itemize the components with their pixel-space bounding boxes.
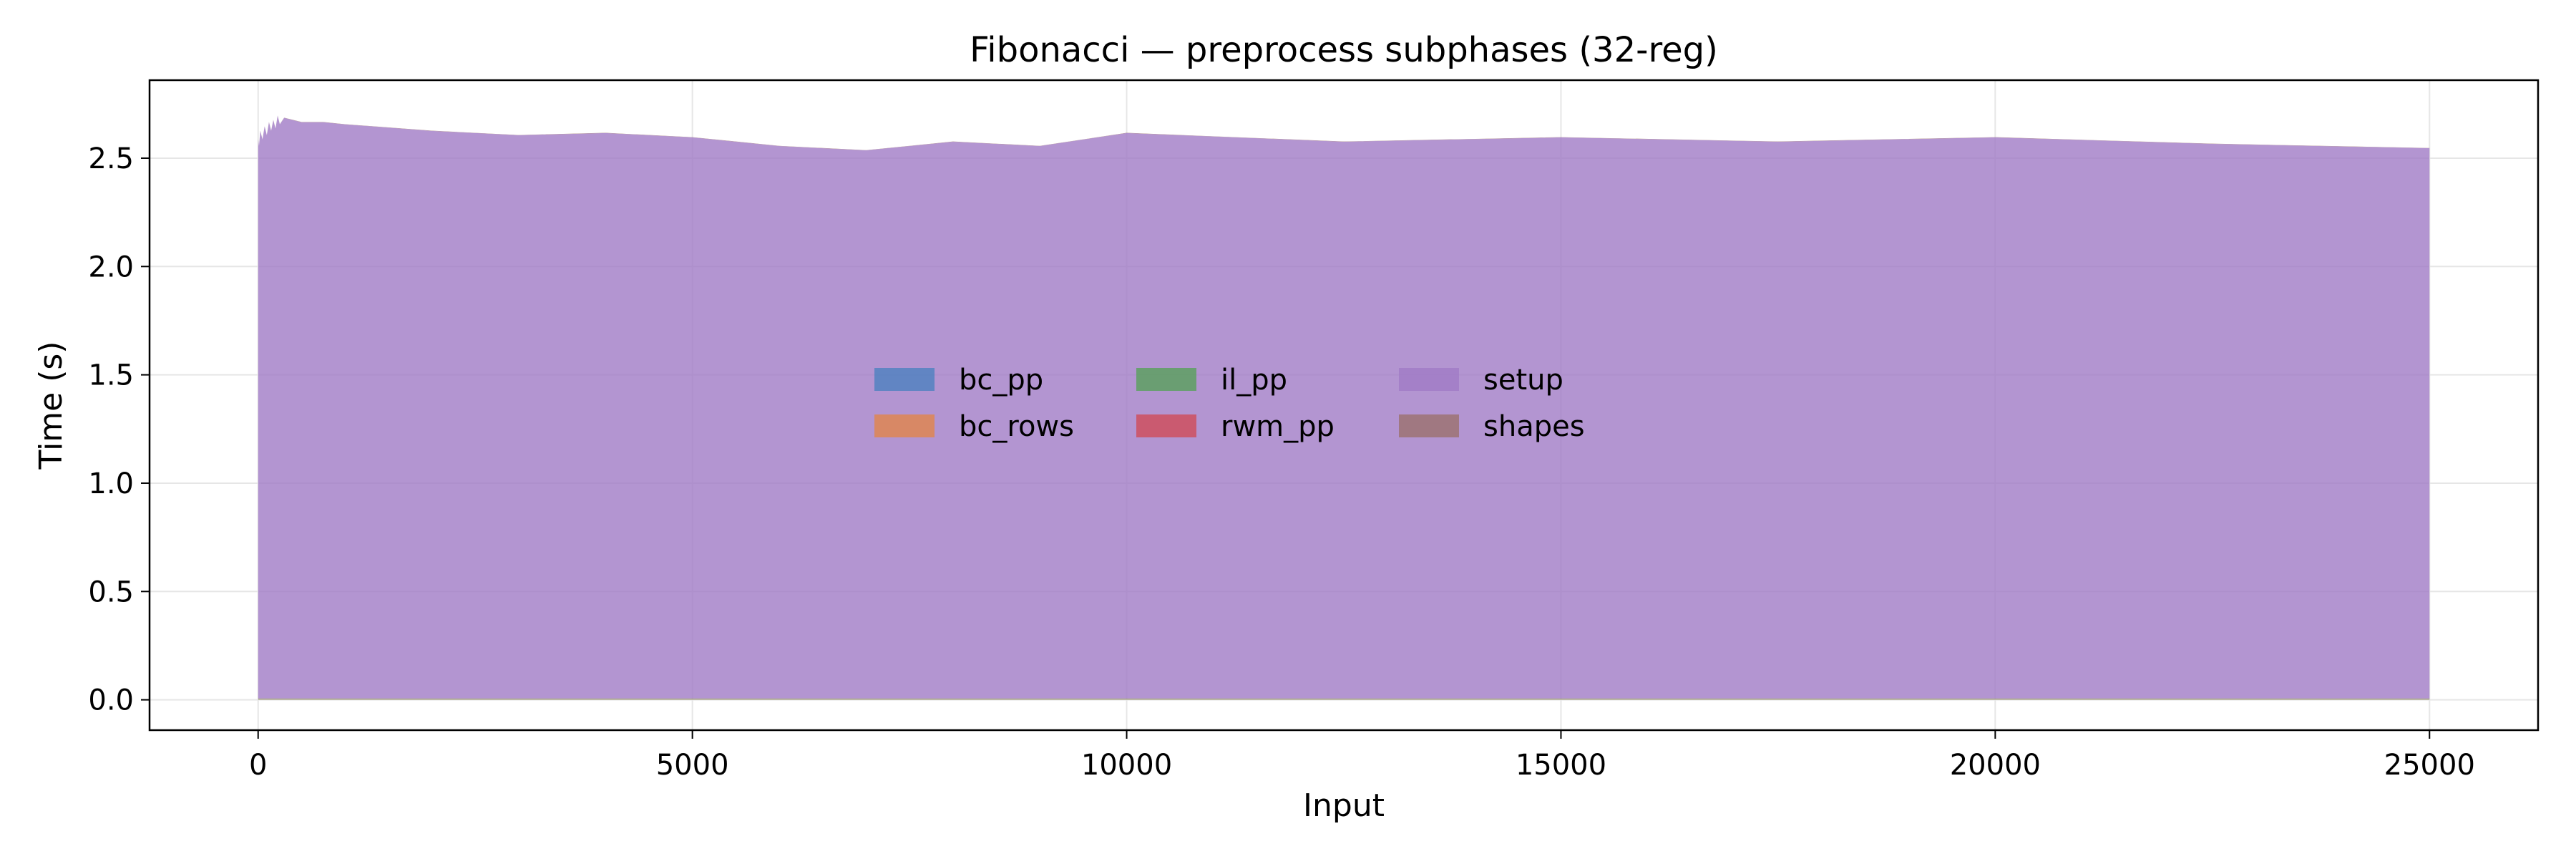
y-axis-ticks: 0.0 0.5 1.0 1.5 2.0 2.5 xyxy=(88,142,150,717)
area-setup xyxy=(258,115,2430,699)
x-axis-label: Input xyxy=(1303,787,1385,824)
y-tick-label-0: 0.0 xyxy=(88,684,134,717)
legend-swatch-setup xyxy=(1399,368,1459,391)
legend: bc_pp bc_rows il_pp rwm_pp setup shapes xyxy=(874,364,1585,443)
legend-swatch-bc_rows xyxy=(874,414,935,437)
chart-title: Fibonacci — preprocess subphases (32-reg… xyxy=(970,30,1718,70)
x-tick-label-4: 20000 xyxy=(1950,749,2041,782)
plot-frame xyxy=(148,79,2540,732)
y-axis-label: Time (s) xyxy=(33,341,69,470)
legend-label-bc_pp: bc_pp xyxy=(959,364,1043,397)
y-tick-label-1: 0.5 xyxy=(88,576,134,608)
x-axis-ticks: 0 5000 10000 15000 20000 25000 xyxy=(249,730,2475,782)
legend-swatch-bc_pp xyxy=(874,368,935,391)
x-tick-label-3: 15000 xyxy=(1516,749,1606,782)
legend-label-il_pp: il_pp xyxy=(1221,364,1287,397)
y-tick-label-2: 1.0 xyxy=(88,467,134,500)
y-tick-label-5: 2.5 xyxy=(88,142,134,175)
y-tick-label-3: 1.5 xyxy=(88,359,134,392)
x-tick-label-2: 10000 xyxy=(1081,749,1172,782)
legend-label-bc_rows: bc_rows xyxy=(959,410,1074,443)
stacked-areas xyxy=(258,115,2430,700)
x-tick-label-1: 5000 xyxy=(656,749,729,782)
legend-label-shapes: shapes xyxy=(1483,410,1585,443)
legend-label-rwm_pp: rwm_pp xyxy=(1221,410,1335,443)
legend-swatch-il_pp xyxy=(1136,368,1196,391)
legend-swatch-shapes xyxy=(1399,414,1459,437)
x-tick-label-5: 25000 xyxy=(2384,749,2475,782)
legend-swatch-rwm_pp xyxy=(1136,414,1196,437)
x-tick-label-0: 0 xyxy=(249,749,267,782)
y-tick-label-4: 2.0 xyxy=(88,251,134,283)
legend-label-setup: setup xyxy=(1483,364,1563,397)
